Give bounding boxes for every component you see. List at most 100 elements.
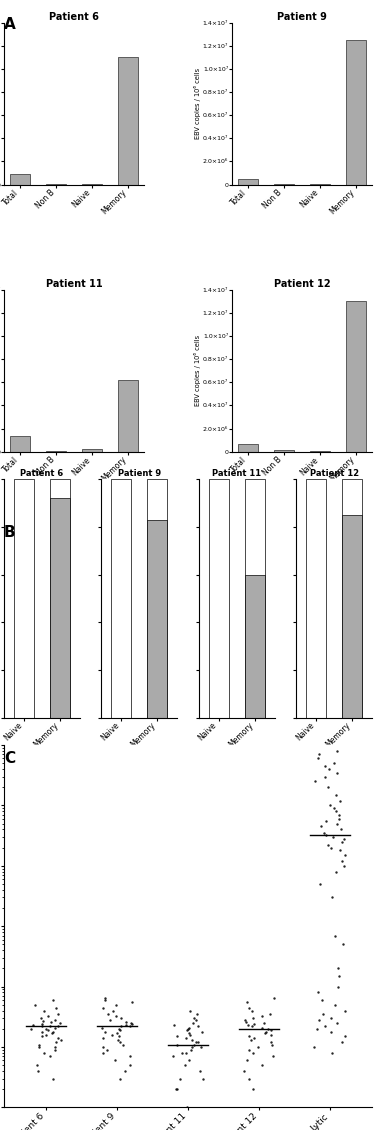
Point — [184, 1022, 190, 1040]
Point — [250, 1009, 256, 1027]
Point — [188, 1041, 194, 1059]
Point — [121, 1062, 127, 1080]
Point — [48, 1012, 54, 1031]
Point — [50, 1023, 56, 1041]
Point — [200, 1069, 206, 1087]
Point — [187, 1026, 193, 1044]
Title: Patient 12: Patient 12 — [309, 469, 359, 478]
Point — [268, 1026, 274, 1044]
Point — [334, 764, 340, 782]
Point — [116, 1019, 122, 1037]
Point — [45, 1008, 52, 1026]
Point — [127, 1048, 133, 1066]
Point — [123, 1012, 129, 1031]
Point — [118, 1009, 124, 1027]
Point — [55, 1017, 61, 1035]
Point — [36, 1038, 42, 1057]
Point — [35, 1062, 41, 1080]
Point — [251, 1029, 257, 1048]
Point — [320, 1005, 326, 1023]
Point — [333, 802, 339, 820]
Point — [195, 1017, 201, 1035]
Point — [325, 779, 331, 797]
Point — [265, 1019, 271, 1037]
Point — [335, 806, 341, 824]
Point — [339, 1033, 345, 1051]
Point — [115, 1031, 121, 1049]
Point — [55, 1029, 61, 1048]
Bar — [118, 380, 138, 452]
Point — [321, 824, 327, 842]
Bar — [274, 450, 294, 452]
Point — [170, 1048, 176, 1066]
Point — [329, 1023, 335, 1041]
Point — [322, 757, 328, 775]
Point — [43, 1019, 49, 1037]
Point — [123, 1016, 129, 1034]
Point — [250, 1080, 256, 1098]
Point — [323, 826, 329, 844]
Point — [319, 991, 325, 1009]
Point — [39, 1027, 45, 1045]
Title: Patient 6: Patient 6 — [20, 469, 64, 478]
Point — [246, 1069, 252, 1087]
Point — [39, 1017, 45, 1035]
Point — [183, 1044, 189, 1062]
Point — [127, 1017, 133, 1035]
Point — [104, 1041, 110, 1059]
Point — [28, 1019, 34, 1037]
Point — [183, 1029, 189, 1048]
Title: Patient 11: Patient 11 — [212, 469, 261, 478]
Point — [39, 1015, 45, 1033]
Point — [241, 1062, 247, 1080]
Bar — [342, 479, 362, 718]
Point — [41, 1044, 47, 1062]
Point — [117, 1022, 123, 1040]
Point — [267, 1005, 273, 1023]
Point — [190, 1014, 196, 1032]
Point — [341, 1001, 347, 1019]
Point — [314, 983, 320, 1001]
Point — [47, 1017, 53, 1035]
Point — [249, 1001, 255, 1019]
Point — [341, 857, 347, 875]
Point — [339, 852, 345, 870]
Point — [40, 1011, 46, 1029]
Point — [326, 760, 332, 779]
Point — [189, 1031, 195, 1049]
Point — [185, 1019, 191, 1037]
Point — [331, 799, 337, 817]
Point — [100, 999, 106, 1017]
Point — [195, 1033, 201, 1051]
Point — [317, 875, 323, 893]
Point — [326, 797, 332, 815]
Point — [330, 828, 336, 846]
Point — [249, 1017, 255, 1035]
Title: Patient 9: Patient 9 — [118, 469, 161, 478]
Point — [127, 1057, 133, 1075]
Point — [112, 1051, 118, 1069]
Title: Patient 6: Patient 6 — [49, 11, 99, 21]
Point — [117, 1069, 123, 1087]
Point — [187, 1001, 193, 1019]
Point — [102, 991, 108, 1009]
Point — [334, 1014, 340, 1032]
Point — [116, 1027, 122, 1045]
Point — [179, 1044, 185, 1062]
Point — [184, 1098, 190, 1116]
Bar — [147, 520, 167, 718]
Point — [334, 742, 340, 760]
Point — [321, 1017, 327, 1035]
Point — [129, 1015, 135, 1033]
Point — [45, 1022, 51, 1040]
Point — [334, 815, 340, 833]
Y-axis label: EBV copies / 10⁶ cells: EBV copies / 10⁶ cells — [194, 336, 202, 407]
Bar — [238, 179, 258, 184]
Point — [114, 1008, 120, 1026]
Point — [52, 1011, 58, 1029]
Point — [335, 967, 341, 985]
Text: B: B — [4, 525, 15, 540]
Point — [334, 785, 340, 803]
Point — [269, 1035, 275, 1053]
Point — [171, 1016, 177, 1034]
